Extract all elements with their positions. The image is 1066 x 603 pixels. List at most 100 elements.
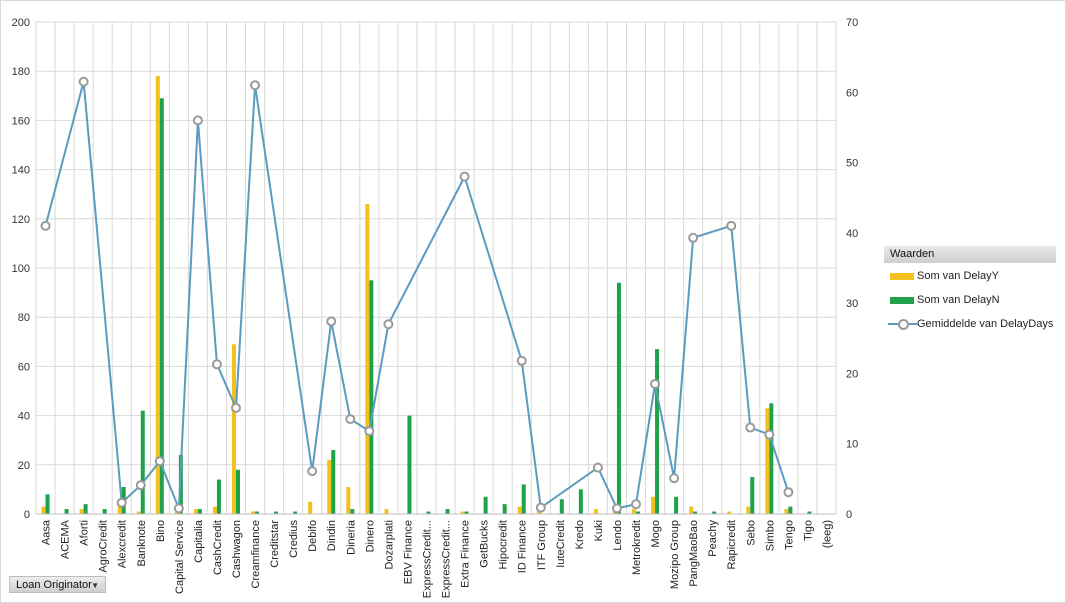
- x-tick-label: Metrokredit: [631, 520, 643, 575]
- legend: Waarden Som van DelayY Som van DelayN Ge…: [884, 246, 1056, 335]
- bar-delay-y: [79, 509, 84, 514]
- line-point-marker: [154, 456, 165, 467]
- bar-delay-y: [155, 76, 160, 515]
- y-right-tick-label: 20: [846, 368, 858, 380]
- x-tick-label: Simbo: [764, 520, 776, 551]
- y-left-tick-label: 80: [18, 312, 30, 324]
- x-tick-label: Creditstar: [269, 520, 281, 568]
- bar-delay-n: [674, 496, 679, 514]
- bar-delay-n: [807, 511, 812, 514]
- x-tick-label: Hipocredit: [498, 520, 510, 570]
- bar-delay-n: [521, 484, 526, 514]
- x-tick-label: (leeg): [821, 520, 833, 548]
- line-point-marker: [592, 462, 603, 473]
- bar-delay-y: [41, 506, 46, 514]
- bar-delay-y: [251, 511, 256, 514]
- bar-delay-n: [331, 450, 336, 514]
- y-left-tick-label: 140: [12, 165, 30, 177]
- line-point-marker: [78, 76, 89, 87]
- legend-label-delay-n: Som van DelayN: [917, 294, 1000, 306]
- bar-delay-y: [212, 506, 217, 514]
- bar-delay-n: [616, 282, 621, 514]
- bar-delay-y: [536, 511, 541, 514]
- line-point-marker: [345, 414, 356, 425]
- bar-delay-n: [45, 494, 50, 514]
- y-right-tick-label: 50: [846, 158, 858, 170]
- bar-delay-y: [765, 408, 770, 514]
- x-tick-label: ACEMA: [60, 519, 72, 559]
- bar-delay-n: [369, 280, 374, 514]
- bar-delay-n: [197, 509, 202, 514]
- line-point-marker: [688, 232, 699, 243]
- line-point-marker: [383, 319, 394, 330]
- line-point-marker: [535, 502, 546, 513]
- x-tick-label: Kuki: [593, 520, 605, 541]
- legend-swatch-delay-n: [890, 297, 914, 304]
- bar-delay-n: [83, 504, 88, 514]
- bar-delay-n: [216, 479, 221, 514]
- x-tick-label: PangMaoBao: [688, 520, 700, 587]
- line-point-marker: [764, 429, 775, 440]
- y-left-tick-label: 120: [12, 214, 30, 226]
- bar-delay-n: [483, 496, 488, 514]
- bar-delay-y: [746, 506, 751, 514]
- x-tick-label: Cashwagon: [231, 520, 243, 578]
- line-point-marker: [307, 466, 318, 477]
- line-point-marker: [116, 497, 127, 508]
- loan-originator-field-button[interactable]: Loan Originator ▼: [9, 576, 106, 593]
- x-tick-label: Sebo: [745, 520, 757, 546]
- line-point-marker: [459, 171, 470, 182]
- bar-delay-y: [517, 506, 522, 514]
- bar-delay-n: [788, 506, 793, 514]
- dropdown-arrow-icon[interactable]: ▼: [91, 581, 99, 590]
- y-left-tick-label: 0: [24, 509, 30, 521]
- bar-delay-n: [750, 477, 755, 514]
- bar-delay-y: [727, 511, 732, 514]
- x-tick-label: Capitalia: [193, 519, 205, 563]
- bar-delay-n: [236, 469, 240, 514]
- bar-delay-n: [255, 511, 260, 514]
- y-left-tick-label: 20: [18, 460, 30, 472]
- y-left-tick-label: 100: [12, 263, 30, 275]
- y-left-tick-label: 180: [12, 66, 30, 78]
- line-point-marker: [192, 115, 203, 126]
- line-delay-days: [44, 81, 790, 510]
- line-point-marker: [516, 355, 527, 366]
- line-point-marker: [726, 220, 737, 231]
- x-tick-label: Rapicredit: [726, 520, 738, 570]
- legend-item-delay-n[interactable]: Som van DelayN: [884, 290, 1056, 311]
- bar-delay-y: [136, 511, 141, 514]
- legend-item-delay-y[interactable]: Som van DelayY: [884, 266, 1056, 287]
- bar-delay-y: [632, 509, 636, 514]
- x-tick-label: ExpressCredit...: [441, 520, 453, 598]
- line-point-marker: [783, 487, 794, 498]
- legend-item-delay-days[interactable]: Gemiddelde van DelayDays: [884, 314, 1056, 335]
- y-right-tick-label: 10: [846, 439, 858, 451]
- bar-delay-n: [578, 489, 583, 514]
- field-button-label: Loan Originator: [16, 579, 92, 591]
- bar-delay-y: [193, 509, 198, 514]
- x-tick-label: Capital Service: [174, 520, 186, 594]
- x-tick-label: CashCredit: [212, 520, 224, 575]
- bar-delay-y: [117, 504, 122, 514]
- y-right-tick-label: 40: [846, 228, 858, 240]
- bar-delay-y: [232, 344, 236, 514]
- x-tick-label: Debifo: [307, 520, 319, 552]
- bar-delay-n: [464, 511, 469, 514]
- bar-delay-y: [384, 509, 389, 514]
- bar-delay-n: [102, 509, 107, 514]
- bar-delay-n: [407, 415, 412, 514]
- line-point-marker: [250, 80, 261, 91]
- y-left-tick-label: 200: [12, 17, 30, 29]
- x-tick-label: Aasa: [41, 519, 53, 545]
- x-tick-label: Creamfinance: [250, 520, 262, 588]
- line-point-marker: [211, 359, 222, 370]
- y-left-tick-label: 60: [18, 361, 30, 373]
- bar-delay-n: [426, 511, 431, 514]
- line-point-marker: [135, 480, 146, 491]
- bar-delay-n: [140, 410, 145, 514]
- bar-delay-n: [350, 509, 355, 514]
- line-point-marker: [631, 499, 641, 510]
- line-point-marker: [231, 402, 241, 413]
- legend-swatch-marker: [898, 319, 909, 330]
